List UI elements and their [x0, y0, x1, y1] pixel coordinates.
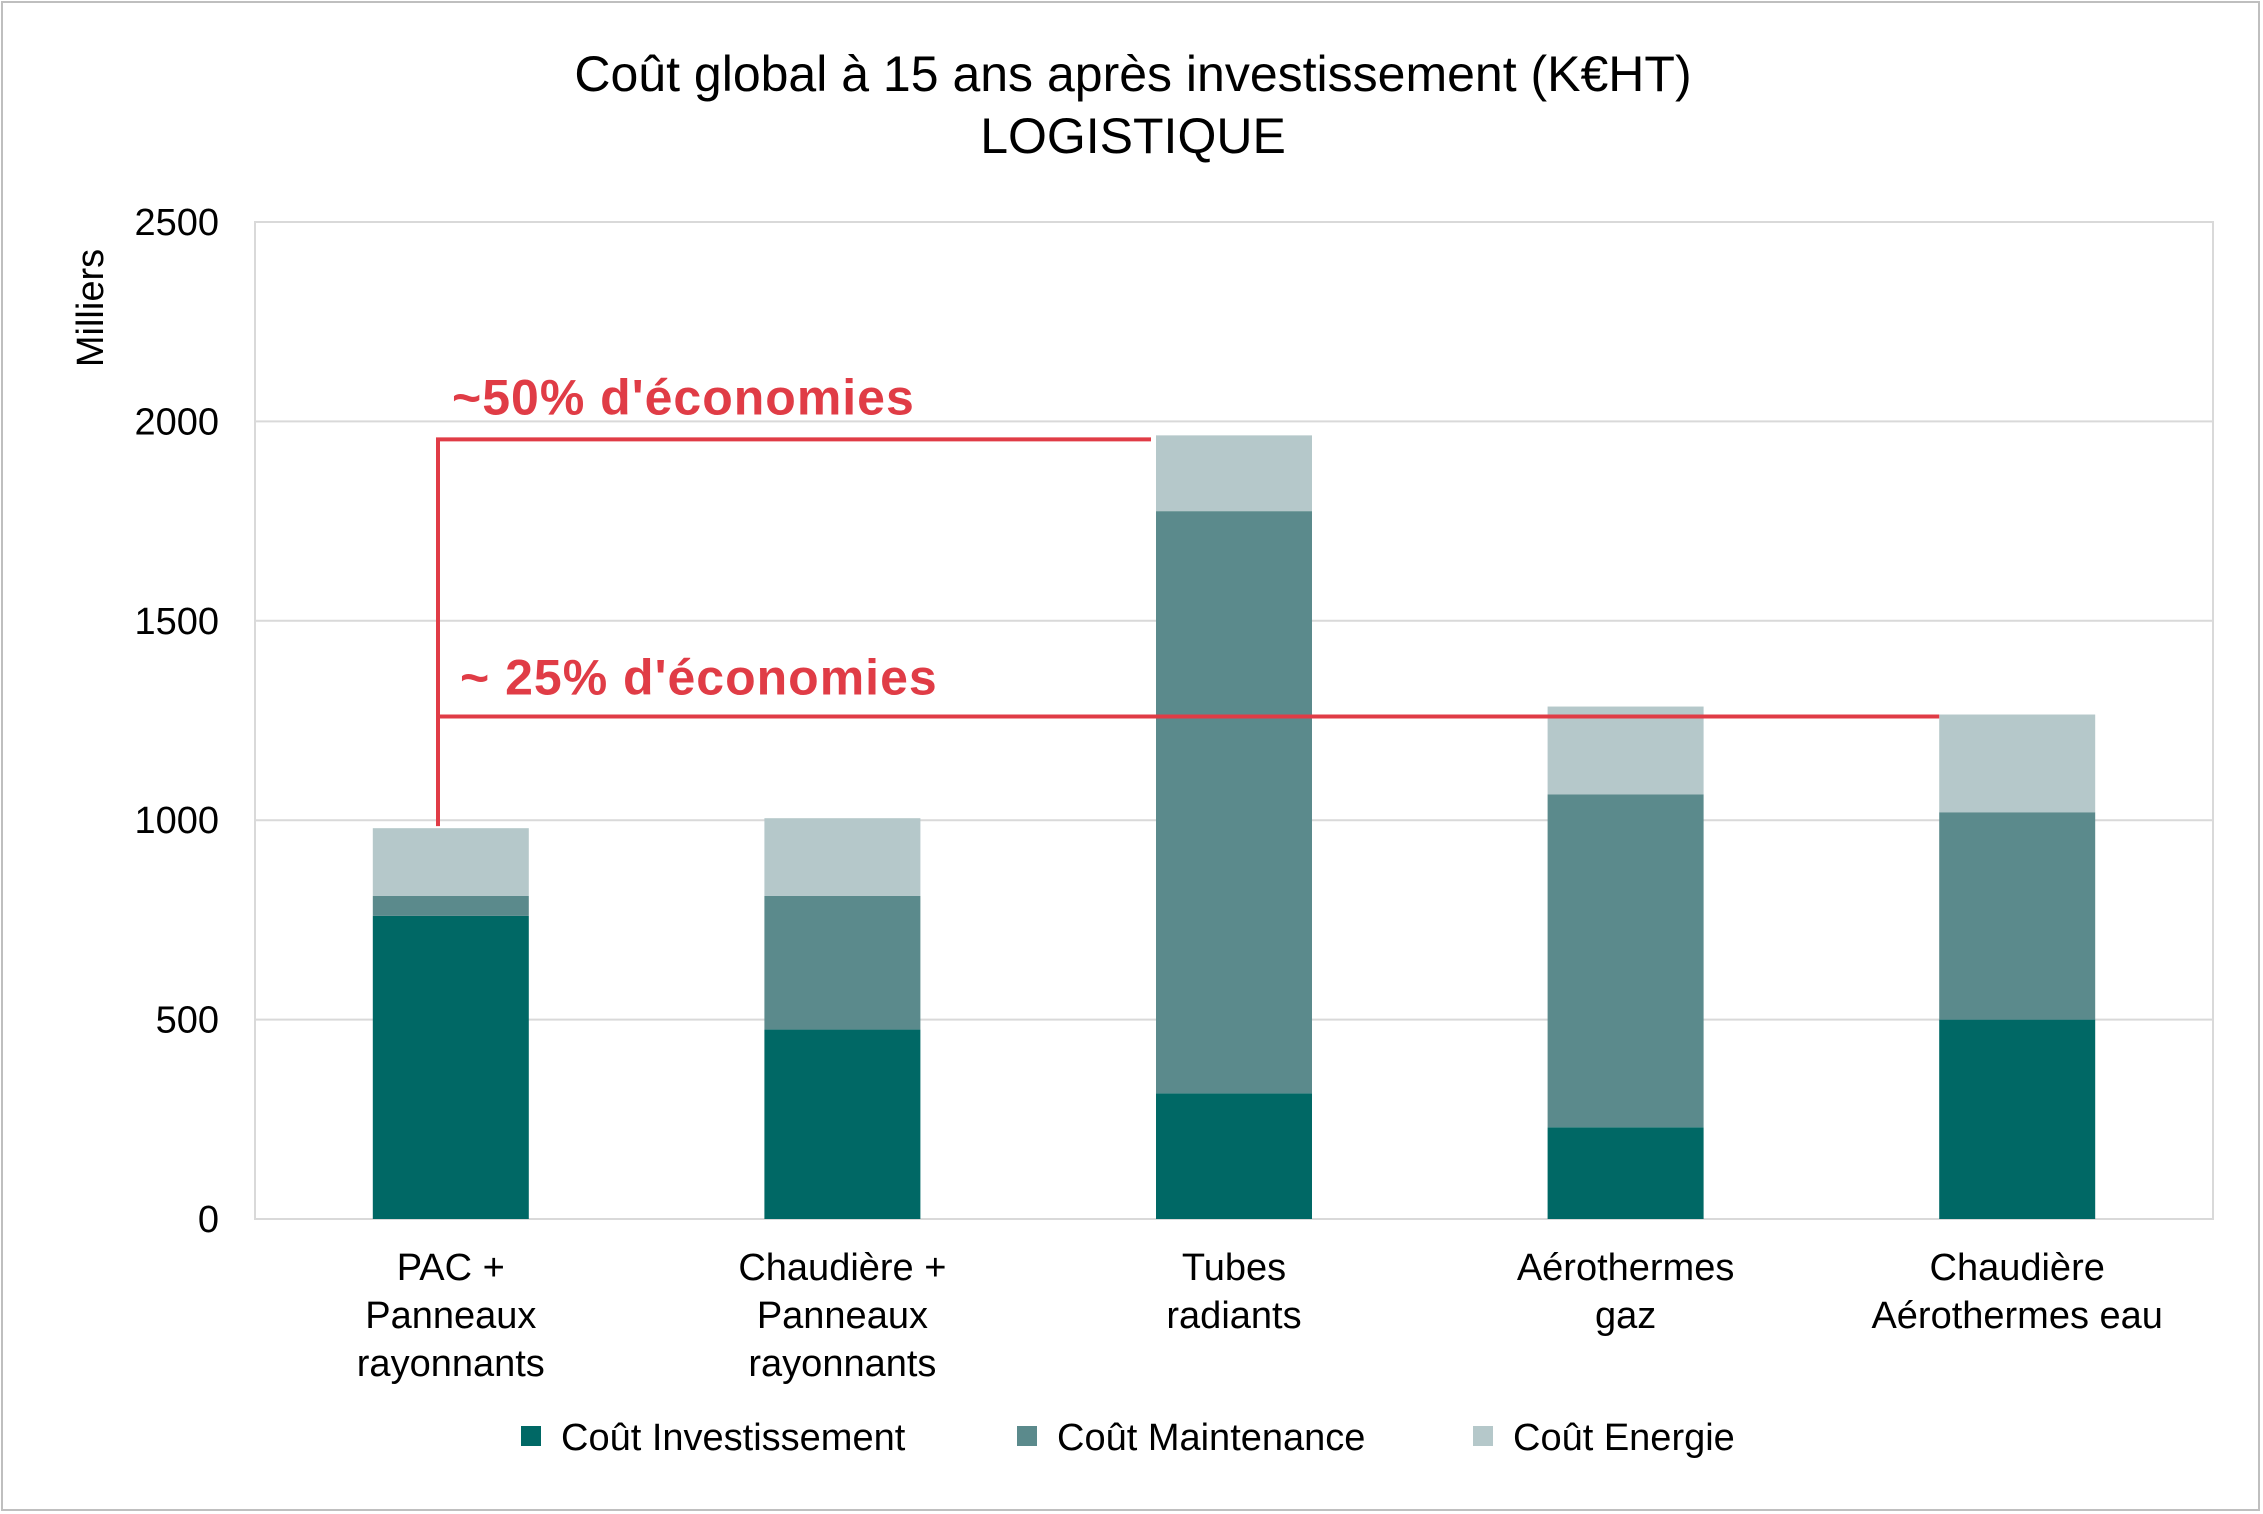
chart-title: Coût global à 15 ans après investissemen…	[574, 46, 1691, 164]
x-category-label: Aérothermes	[1517, 1247, 1735, 1289]
legend: Coût Investissement Coût Maintenance Coût …	[521, 1417, 1735, 1459]
bar-segment	[1156, 435, 1312, 512]
bar-segment	[1547, 1127, 1704, 1219]
bar-segment	[764, 1029, 921, 1219]
legend-entry: Coût Investissement	[561, 1417, 906, 1459]
bar-segment	[1939, 812, 2096, 1020]
bar-segment	[1547, 794, 1704, 1128]
bars	[372, 435, 2096, 1219]
y-tick-label: 2000	[134, 401, 219, 443]
bar-segment	[764, 895, 921, 1030]
bar-segment	[764, 818, 921, 896]
bar-segment	[1939, 1019, 2096, 1219]
legend-entry: Coût Energie	[1513, 1417, 1735, 1459]
bar-segment	[1156, 1093, 1312, 1219]
annotations: ~50% d'économies ~ 25% d'économies	[436, 369, 1940, 827]
bar-segment	[1939, 714, 2096, 813]
y-tick-label: 0	[198, 1199, 219, 1241]
bar-segment	[372, 895, 529, 916]
x-category-label: Chaudière	[1930, 1247, 2105, 1289]
legend-swatch	[521, 1426, 541, 1446]
legend-entry: Coût Maintenance	[1057, 1417, 1365, 1459]
chart-title-line-2: LOGISTIQUE	[980, 108, 1286, 164]
x-category-label: PAC +	[397, 1247, 505, 1289]
x-category-label: Aérothermes eau	[1871, 1295, 2163, 1337]
bar-segment	[372, 828, 529, 896]
x-category-label: Panneaux	[757, 1295, 928, 1337]
y-tick-label: 500	[156, 1000, 219, 1042]
x-axis-categories: PAC + Panneaux rayonnants Chaudière + Pannea…	[357, 1247, 2163, 1385]
stacked-bar-chart: Coût global à 15 ans après investissemen…	[70, 46, 2214, 1459]
y-tick-label: 1000	[134, 800, 219, 842]
legend-swatch	[1017, 1426, 1037, 1446]
x-category-label: gaz	[1595, 1295, 1656, 1337]
y-tick-label: 1500	[134, 601, 219, 643]
y-tick-label: 2500	[134, 202, 219, 244]
x-category-label: radiants	[1166, 1295, 1301, 1337]
x-category-label: Chaudière +	[738, 1247, 946, 1289]
x-category-label: rayonnants	[357, 1343, 545, 1385]
x-category-label: rayonnants	[748, 1343, 936, 1385]
chart-title-line-1: Coût global à 15 ans après investissemen…	[574, 46, 1691, 102]
annotation-text-25: ~ 25% d'économies	[460, 650, 938, 706]
x-category-label: Tubes	[1182, 1247, 1286, 1289]
legend-swatch	[1473, 1426, 1493, 1446]
bar-segment	[1156, 511, 1312, 1094]
y-axis-ticks: 0 500 1000 1500 2000 2500	[134, 202, 219, 1241]
x-category-label: Panneaux	[365, 1295, 536, 1337]
bar-segment	[1547, 706, 1704, 795]
annotation-text-50: ~50% d'économies	[452, 369, 915, 425]
y-axis-label: Milliers	[70, 249, 112, 367]
bar-segment	[372, 915, 529, 1219]
